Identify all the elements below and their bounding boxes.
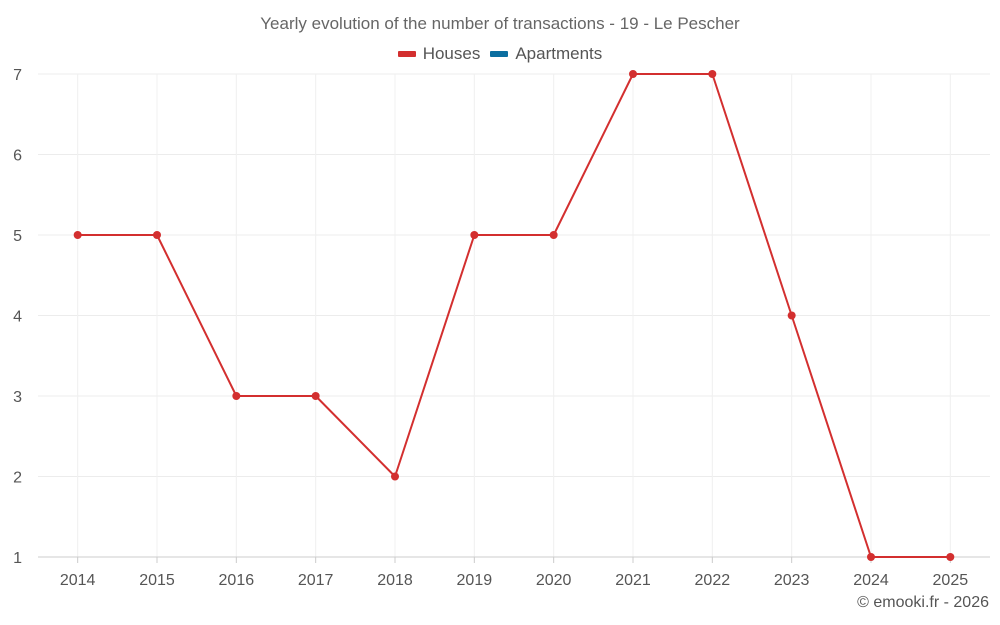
series-line-houses: [77, 73, 951, 558]
series-layer: [73, 70, 955, 561]
data-point-houses[interactable]: [549, 231, 558, 239]
data-point-houses[interactable]: [708, 70, 717, 78]
y-tick-label: 5: [13, 228, 22, 245]
legend-swatch-houses: [397, 51, 416, 57]
y-tick-label: 4: [13, 309, 22, 326]
data-point-houses[interactable]: [153, 231, 161, 239]
x-tick-label: 2014: [60, 572, 96, 589]
y-tick-label: 7: [13, 67, 22, 84]
x-tick-label: 2021: [615, 572, 651, 589]
x-tick-label: 2020: [536, 572, 572, 589]
x-tick-label: 2024: [853, 572, 889, 589]
x-tick-label: 2022: [695, 572, 731, 589]
x-tick-label: 2017: [298, 572, 334, 589]
x-tick-label: 2018: [377, 572, 413, 589]
chart-title: Yearly evolution of the number of transa…: [260, 14, 740, 33]
data-point-houses[interactable]: [391, 472, 399, 481]
legend-item-houses[interactable]: Houses: [397, 44, 481, 64]
axes: 1 2 3 4 5 6 7 2014 2015 2016 2017 2018 2019 2020 2021 2…: [13, 67, 990, 589]
y-tick-label: 1: [13, 550, 22, 567]
data-point-houses[interactable]: [867, 553, 875, 561]
data-point-houses[interactable]: [946, 553, 955, 561]
grid: [38, 73, 990, 557]
x-tick-label: 2015: [139, 572, 175, 589]
data-point-houses[interactable]: [311, 392, 320, 400]
legend-swatch-apartments: [490, 51, 509, 57]
y-tick-label: 6: [13, 148, 22, 165]
y-tick-label: 2: [13, 470, 22, 487]
legend-label-houses: Houses: [422, 44, 481, 63]
x-tick-label: 2023: [774, 572, 810, 589]
legend: Houses Apartments: [0, 44, 1000, 64]
credit-text: © emooki.fr - 2026: [857, 594, 989, 611]
legend-item-apartments[interactable]: Apartments: [490, 44, 602, 64]
x-tick-label: 2019: [457, 572, 493, 589]
y-tick-label: 3: [13, 389, 22, 406]
x-tick-label: 2016: [219, 572, 255, 589]
legend-label-apartments: Apartments: [515, 44, 603, 63]
data-point-houses[interactable]: [787, 311, 796, 320]
data-point-houses[interactable]: [470, 231, 479, 239]
data-point-houses[interactable]: [232, 392, 241, 400]
data-point-houses[interactable]: [73, 231, 82, 239]
x-tick-label: 2025: [933, 572, 969, 589]
data-point-houses[interactable]: [629, 70, 637, 78]
